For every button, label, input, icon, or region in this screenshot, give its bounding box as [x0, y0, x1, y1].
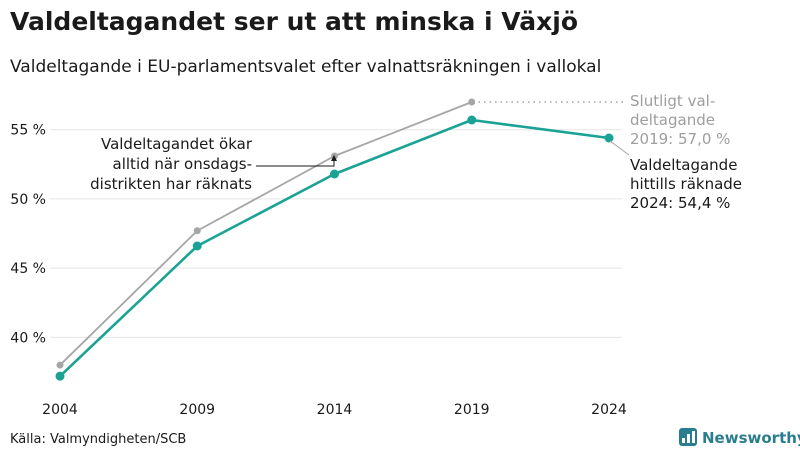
x-axis: 2004 2009 2014 2019 2024: [42, 402, 627, 418]
y-tick-label: 45 %: [10, 261, 46, 277]
annotation-left-line-1: Valdeltagandet ökar: [101, 135, 253, 153]
annotation-current-connector: [609, 140, 630, 156]
annotation-final-line-2: deltagande: [630, 111, 715, 129]
arrow-up-icon: [331, 155, 337, 161]
annotation-wednesday-districts: Valdeltagandet ökar alltid när onsdags- …: [90, 135, 253, 193]
grid-lines: [50, 129, 622, 338]
series-points: [55, 98, 614, 381]
data-point-final: [193, 227, 201, 235]
data-point-counted: [467, 115, 477, 125]
annotation-current-line-2: hittills räknade: [630, 175, 742, 193]
annotation-left-connector: [256, 155, 337, 167]
annotation-final-line-3: 2019: 57,0 %: [630, 130, 730, 148]
x-tick-label: 2009: [179, 402, 215, 418]
data-point-counted: [55, 371, 65, 381]
annotation-final-line-1: Slutligt val-: [630, 92, 715, 110]
chart-subtitle: Valdeltagande i EU-parlamentsvalet efter…: [10, 57, 601, 77]
y-tick-label: 55 %: [10, 123, 46, 139]
source-note: Källa: Valmyndigheten/SCB: [10, 432, 186, 447]
annotation-current-line-3: 2024: 54,4 %: [630, 194, 730, 212]
x-tick-label: 2014: [317, 402, 353, 418]
annotation-left-line-3: distrikten har räknats: [90, 175, 252, 193]
annotation-current-turnout: Valdeltagande hittills räknade 2024: 54,…: [609, 140, 742, 212]
annotation-left-line-2: alltid när onsdags-: [113, 155, 252, 173]
brand-name: Newsworthy: [702, 429, 800, 447]
y-tick-label: 40 %: [10, 330, 46, 346]
x-tick-label: 2019: [454, 402, 490, 418]
data-point-counted: [192, 241, 202, 251]
data-point-final: [468, 98, 476, 106]
y-tick-label: 50 %: [10, 192, 46, 208]
y-axis: 40 % 45 % 50 % 55 %: [10, 123, 46, 347]
chart-title: Valdeltagandet ser ut att minska i Växjö: [10, 7, 578, 36]
data-point-final: [56, 361, 64, 369]
annotation-final-turnout: Slutligt val- deltagande 2019: 57,0 %: [473, 92, 730, 148]
series-line-final: [59, 101, 473, 366]
data-point-counted: [604, 133, 614, 143]
bar-chart-logo-icon: [679, 428, 697, 446]
x-tick-label: 2024: [591, 402, 627, 418]
x-tick-label: 2004: [42, 402, 78, 418]
annotation-current-line-1: Valdeltagande: [630, 156, 737, 174]
data-point-counted: [330, 169, 339, 179]
brand-logo: Newsworthy: [679, 428, 800, 447]
